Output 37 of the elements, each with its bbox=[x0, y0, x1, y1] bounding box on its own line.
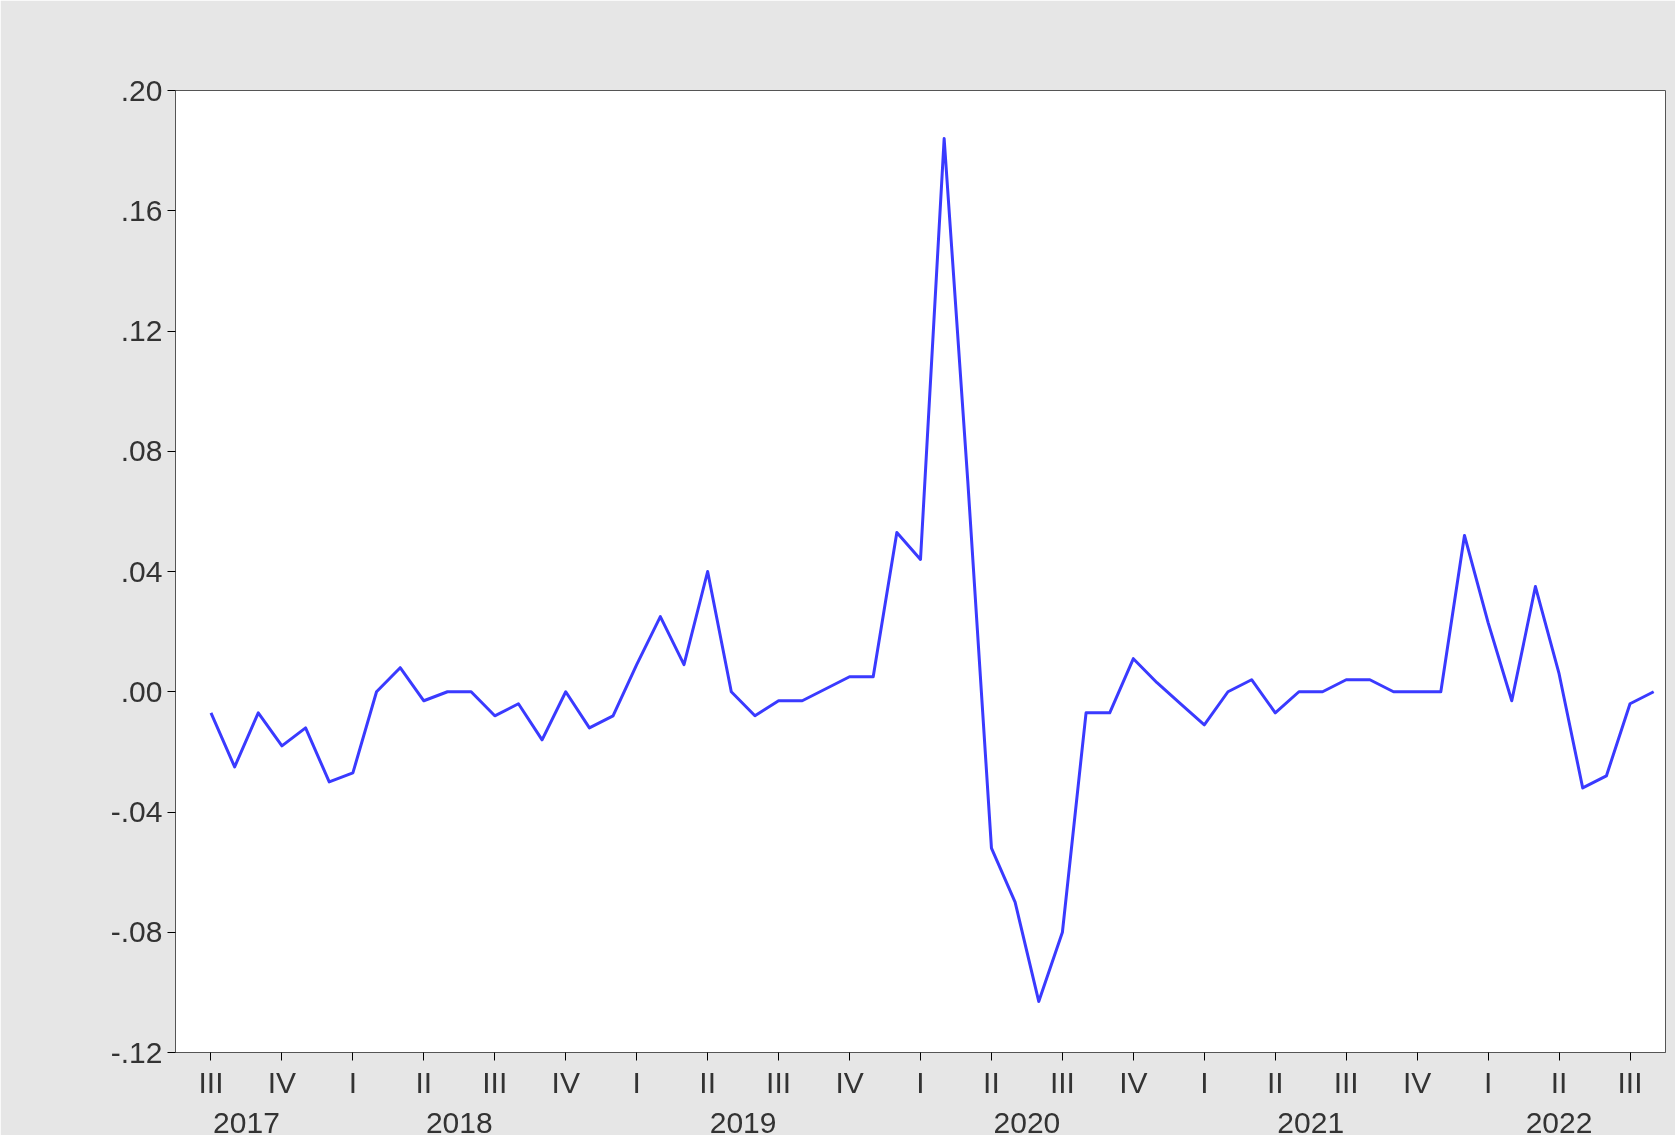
text: 2021 bbox=[1277, 1105, 1345, 1135]
y-tick-label: .00 bbox=[120, 674, 163, 708]
y-tick-label: -.12 bbox=[110, 1035, 163, 1069]
x-tick-label: I bbox=[1483, 1065, 1493, 1099]
text: 2020 bbox=[993, 1105, 1061, 1135]
x-tick-label: II bbox=[1550, 1065, 1568, 1099]
x-tick-label: II bbox=[699, 1065, 716, 1099]
x-tick-label: III bbox=[766, 1065, 792, 1099]
y-tick-label: .16 bbox=[120, 193, 163, 227]
y-tick-label: .08 bbox=[120, 434, 163, 468]
x-tick-label: II bbox=[415, 1065, 433, 1099]
x-tick-label: II bbox=[1266, 1065, 1284, 1099]
text: 2017 bbox=[213, 1105, 280, 1135]
text: 2022 bbox=[1525, 1105, 1593, 1135]
line-series bbox=[209, 137, 1656, 1003]
y-tick-label: -.08 bbox=[110, 915, 163, 949]
x-tick-label: IV bbox=[835, 1065, 864, 1099]
y-tick-label: .20 bbox=[120, 73, 163, 107]
x-tick-label: III bbox=[482, 1065, 508, 1099]
x-tick-label: III bbox=[1333, 1065, 1359, 1099]
y-tick-label: .04 bbox=[120, 554, 163, 588]
y-tick-label: -.04 bbox=[110, 795, 163, 828]
x-tick-label: III bbox=[198, 1065, 224, 1099]
x-tick-label: IV bbox=[551, 1065, 580, 1099]
x-tick-label: I bbox=[632, 1065, 641, 1099]
text: 2019 bbox=[709, 1105, 777, 1135]
x-tick-label: III bbox=[1049, 1065, 1075, 1099]
text: 2018 bbox=[425, 1105, 493, 1135]
y-tick-label: .12 bbox=[120, 314, 163, 347]
x-tick-label: IV bbox=[1119, 1065, 1148, 1099]
x-tick-label: I bbox=[1200, 1065, 1209, 1099]
x-tick-label: I bbox=[916, 1065, 925, 1099]
x-tick-label: I bbox=[348, 1065, 358, 1099]
x-tick-label: IV bbox=[1402, 1065, 1432, 1099]
x-tick-label: IV bbox=[267, 1065, 297, 1099]
x-tick-label: II bbox=[983, 1065, 1000, 1099]
x-tick-label: III bbox=[1617, 1065, 1643, 1099]
